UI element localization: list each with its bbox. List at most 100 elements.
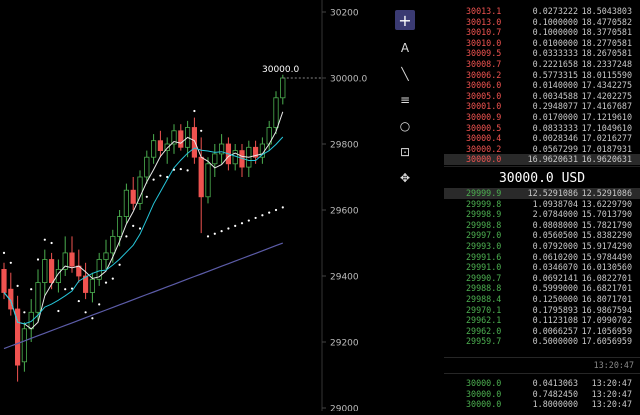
measure-tool-icon[interactable]: ⊡ <box>399 145 411 159</box>
bid-price: 29998.8 <box>466 219 502 230</box>
bid-price: 29970.1 <box>466 304 502 315</box>
candle-body <box>110 235 116 254</box>
bid-price: 29999.8 <box>466 198 502 209</box>
candle-body <box>198 156 204 198</box>
bid-row[interactable]: 29997.0 0.0560500 15.8382290 <box>444 230 640 241</box>
crosshair-tool-icon[interactable]: + <box>395 10 415 30</box>
bid-row[interactable]: 29991.6 0.0610200 15.9784490 <box>444 252 640 263</box>
trade-time: 13:20:47 <box>591 388 632 399</box>
trade-price: 30000.0 <box>466 388 502 399</box>
bid-total: 16.0822701 <box>581 272 632 283</box>
ma-slow-line <box>3 242 284 350</box>
candle-body <box>117 216 123 237</box>
trade-time: 13:20:47 <box>591 399 632 410</box>
price-chart[interactable]: 30200 30000.0 29800 29600 29400 29200 29000 300… <box>0 0 390 415</box>
candlestick-chart-svg[interactable]: 30200 30000.0 29800 29600 29400 29200 29000 300… <box>0 0 390 415</box>
bid-row[interactable]: 29991.0 0.0346070 16.0130560 <box>444 262 640 273</box>
bid-amount: 0.1250000 <box>532 294 578 304</box>
ma-mid-line <box>3 136 284 325</box>
psar-dot <box>206 235 210 238</box>
psar-dot <box>247 219 250 222</box>
bid-total: 16.9867594 <box>581 304 632 315</box>
bid-amount: 0.1795893 <box>532 304 578 315</box>
bid-row[interactable]: 29988.8 0.5999000 16.6821701 <box>444 283 640 294</box>
bid-row[interactable]: 29962.0 0.0066257 17.1056959 <box>444 326 640 337</box>
bid-price: 29990.7 <box>466 272 502 283</box>
ask-total: 17.4342275 <box>581 80 632 91</box>
bid-total: 15.9174290 <box>581 241 632 251</box>
ask-amount: 0.0833333 <box>532 122 578 133</box>
psar-dot <box>200 129 203 132</box>
ask-row[interactable]: 30009.5 0.0333333 18.2670581 <box>444 48 640 59</box>
ask-price: 30000.9 <box>466 112 502 122</box>
bid-row[interactable]: 29993.0 0.0792000 15.9174290 <box>444 241 640 252</box>
psar-dot <box>16 284 19 287</box>
candle-body <box>21 328 28 363</box>
candle-body <box>42 259 48 284</box>
psar-dot <box>159 174 162 177</box>
trendline-tool-icon[interactable]: ╲ <box>401 67 409 81</box>
bid-total: 16.8071701 <box>581 294 632 304</box>
ask-row[interactable]: 30013.1 0.0273222 18.5043803 <box>444 6 640 17</box>
psar-dot <box>118 263 121 266</box>
psar-dot <box>281 206 284 209</box>
candle-body <box>252 146 259 158</box>
ask-row[interactable]: 30001.0 0.2948077 17.4167687 <box>444 101 640 112</box>
psar-dot <box>9 261 12 264</box>
ask-row[interactable]: 30010.0 0.0100000 18.2770581 <box>444 38 640 49</box>
psar-dot <box>98 303 101 306</box>
fib-tool-icon[interactable]: ≡ <box>399 93 411 107</box>
candle-body <box>35 282 41 313</box>
bid-row[interactable]: 29970.1 0.1795893 16.9867594 <box>444 305 640 316</box>
divider-line <box>444 357 640 358</box>
candle-body <box>178 130 184 148</box>
circle-tool-icon[interactable]: ○ <box>399 119 411 133</box>
bid-row[interactable]: 29998.8 0.0808000 15.7821790 <box>444 220 640 231</box>
candle-body <box>83 275 89 293</box>
bid-row[interactable]: 29962.1 0.1123108 17.0990702 <box>444 315 640 326</box>
ask-row[interactable]: 30013.0 0.1000000 18.4770582 <box>444 17 640 28</box>
bid-row[interactable]: 29998.9 2.0784000 15.7013790 <box>444 209 640 220</box>
psar-dot <box>132 224 135 227</box>
bid-price: 29997.0 <box>466 230 502 241</box>
bid-price: 29988.4 <box>466 294 502 304</box>
psar-dot <box>152 178 155 181</box>
psar-dot <box>138 227 142 230</box>
ask-row[interactable]: 30005.0 0.0034588 17.4202275 <box>444 91 640 102</box>
ask-row[interactable]: 30000.9 0.0170000 17.1219610 <box>444 112 640 123</box>
bid-total: 17.1056959 <box>581 325 632 336</box>
bid-price: 29999.9 <box>466 188 502 198</box>
ask-amount: 0.0140000 <box>532 80 578 91</box>
candle-body <box>14 308 21 366</box>
bid-row[interactable]: 29990.7 0.0692141 16.0822701 <box>444 273 640 284</box>
ask-amount: 0.5773315 <box>532 69 578 80</box>
bid-row[interactable]: 29988.4 0.1250000 16.8071701 <box>444 294 640 305</box>
ask-row[interactable]: 30000.4 0.0028346 17.0216277 <box>444 133 640 144</box>
ask-row[interactable]: 30000.2 0.0567299 17.0187931 <box>444 144 640 155</box>
bid-row[interactable]: 29999.8 1.0938704 13.6229790 <box>444 199 640 210</box>
psar-dot <box>36 258 40 261</box>
ask-row[interactable]: 30000.0 16.9620631 16.9620631 <box>444 154 640 165</box>
ask-price: 30005.0 <box>466 90 502 101</box>
ask-price: 30001.0 <box>466 101 502 112</box>
bid-row[interactable]: 29959.7 0.5000000 17.6056959 <box>444 336 640 347</box>
ask-row[interactable]: 30008.7 0.2221658 18.2337248 <box>444 59 640 70</box>
bid-price: 29962.0 <box>466 325 502 336</box>
y-tick-label: 29600 <box>330 207 359 217</box>
candle-body <box>273 97 279 128</box>
ask-row[interactable]: 30006.2 0.5773315 18.0115590 <box>444 70 640 81</box>
candle-body <box>171 130 177 145</box>
bid-row[interactable]: 29999.9 12.5291086 12.5291086 <box>444 188 640 199</box>
ask-row[interactable]: 30010.7 0.1000000 18.3770581 <box>444 27 640 38</box>
ask-row[interactable]: 30006.0 0.0140000 17.4342275 <box>444 80 640 91</box>
ask-price: 30000.0 <box>466 154 502 165</box>
psar-dot <box>84 311 87 314</box>
psar-dot <box>111 277 114 280</box>
ask-row[interactable]: 30000.5 0.0833333 17.1049610 <box>444 123 640 134</box>
bid-total: 16.0130560 <box>581 262 632 273</box>
bid-price: 29993.0 <box>466 241 502 251</box>
bid-price: 29962.1 <box>466 315 502 326</box>
text-tool-icon[interactable]: A <box>400 41 410 55</box>
orderbook-timestamp: 13:20:47 <box>593 360 634 370</box>
move-tool-icon[interactable]: ✥ <box>399 171 411 185</box>
